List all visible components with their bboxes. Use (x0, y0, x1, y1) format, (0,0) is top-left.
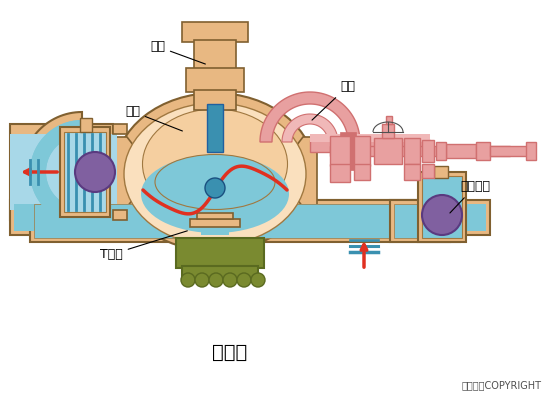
Bar (193, 205, 237, 214)
Circle shape (237, 273, 251, 287)
Polygon shape (260, 92, 360, 142)
Bar (64, 132, 106, 212)
Bar (418, 172, 466, 242)
Circle shape (195, 273, 209, 287)
Text: 气缸: 气缸 (150, 40, 205, 64)
Polygon shape (30, 120, 82, 224)
Bar (176, 238, 264, 268)
Polygon shape (113, 210, 127, 220)
Ellipse shape (124, 103, 306, 245)
Bar (340, 132, 356, 170)
Bar (526, 142, 536, 160)
Polygon shape (113, 137, 137, 207)
Polygon shape (30, 120, 82, 224)
Bar (182, 22, 248, 42)
Bar (194, 90, 236, 110)
Polygon shape (14, 204, 486, 231)
Bar (354, 136, 370, 166)
Bar (197, 213, 233, 219)
Bar (394, 204, 456, 238)
Bar (386, 116, 392, 124)
Bar (194, 40, 236, 70)
Polygon shape (22, 112, 82, 232)
Bar (201, 227, 229, 235)
Bar (330, 146, 510, 156)
Bar (476, 142, 490, 160)
Polygon shape (282, 114, 338, 142)
Polygon shape (10, 200, 490, 235)
Bar (195, 227, 235, 238)
Ellipse shape (115, 93, 315, 251)
Circle shape (181, 273, 195, 287)
Bar (382, 124, 394, 138)
Circle shape (75, 152, 115, 192)
Circle shape (209, 273, 223, 287)
Text: 隔膜: 隔膜 (312, 80, 355, 120)
Bar (422, 176, 462, 238)
Polygon shape (293, 137, 317, 207)
Ellipse shape (141, 155, 289, 233)
Bar (404, 138, 420, 164)
Bar (80, 118, 92, 132)
Bar (310, 140, 430, 152)
Bar (310, 134, 430, 142)
Bar (434, 166, 448, 178)
Circle shape (422, 195, 462, 235)
Polygon shape (113, 124, 127, 134)
Text: T型管: T型管 (100, 231, 188, 261)
Bar (30, 200, 450, 242)
Bar (198, 202, 232, 214)
Bar (182, 266, 258, 280)
Bar (330, 136, 350, 166)
Circle shape (251, 273, 265, 287)
Bar (490, 146, 530, 156)
Bar (374, 138, 402, 164)
Bar (34, 204, 446, 238)
Bar (60, 205, 110, 220)
Polygon shape (10, 134, 117, 210)
Bar (190, 219, 240, 227)
Bar (436, 142, 446, 160)
Bar (60, 127, 110, 217)
Text: 东方仿真COPYRIGHT: 东方仿真COPYRIGHT (462, 380, 542, 390)
Bar (330, 164, 350, 182)
Ellipse shape (155, 154, 275, 210)
Bar (422, 140, 434, 162)
Polygon shape (10, 124, 113, 220)
Bar (390, 200, 460, 242)
Bar (404, 164, 420, 180)
Bar (354, 164, 370, 180)
Circle shape (205, 178, 225, 198)
Text: 隔膜泵: 隔膜泵 (212, 342, 248, 362)
Text: 单向球阀: 单向球阀 (450, 180, 490, 213)
Bar (422, 164, 434, 178)
Bar (446, 144, 476, 158)
Bar (207, 104, 223, 152)
Ellipse shape (142, 109, 288, 219)
Text: 泵体: 泵体 (125, 105, 183, 131)
Circle shape (223, 273, 237, 287)
Bar (186, 68, 244, 92)
